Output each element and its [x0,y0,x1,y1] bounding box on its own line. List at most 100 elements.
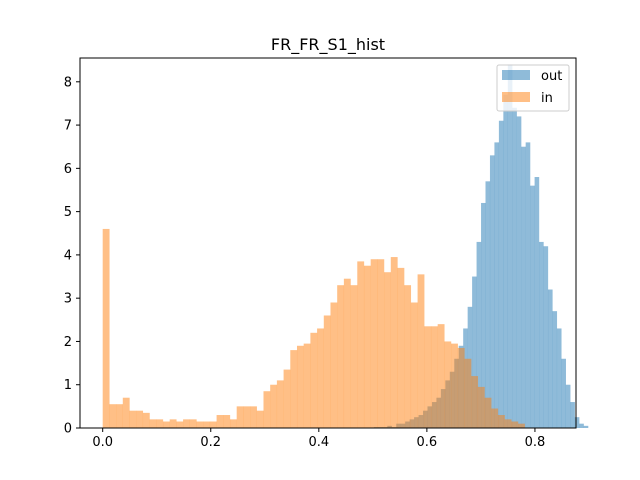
histogram-bar-in-42 [384,272,391,428]
chart-title: FR_FR_S1_hist [271,35,385,55]
histogram-bar-in-38 [357,261,365,428]
histogram-bar-out-46 [579,423,584,428]
histogram-bar-in-35 [337,285,345,428]
histogram-bar-in-43 [390,257,398,428]
histogram-bar-in-60 [504,419,512,428]
histogram-bar-out-40 [552,311,558,428]
histogram-bar-in-51 [444,341,452,428]
x-tick-label: 0.8 [525,435,546,450]
histogram-bar-in-52 [451,343,458,428]
y-tick-label: 1 [64,378,72,393]
histogram-bar-in-34 [330,302,338,428]
histogram-bar-in-11 [176,421,184,428]
y-tick-label: 6 [64,162,72,177]
x-tick-label: 0.0 [92,435,113,450]
histogram-bar-in-50 [437,324,445,428]
histogram-bar-out-42 [561,358,566,428]
histogram-bar-in-53 [457,347,465,428]
x-axis: 0.0 0.2 0.4 0.6 0.8 [92,428,545,450]
bars-layer [102,64,589,429]
legend-swatch-in [502,92,530,102]
histogram-bar-in-19 [229,419,237,428]
histogram-bar-out-29 [503,94,508,428]
histogram-bar-in-29 [296,345,304,428]
histogram-bar-out-43 [565,384,571,428]
histogram-bar-in-17 [216,415,224,428]
histogram-bar-in-54 [464,358,472,428]
y-tick-label: 3 [64,292,72,307]
x-tick-label: 0.6 [417,435,438,450]
histogram-bar-in-16 [209,421,217,428]
histogram-bar-in-30 [303,343,311,428]
histogram-bar-in-61 [511,421,519,428]
y-tick-label: 5 [64,205,72,220]
histogram-bar-in-45 [404,285,412,428]
y-tick-label: 2 [64,335,72,350]
x-tick-label: 0.4 [308,435,329,450]
histogram-bar-in-62 [518,423,525,428]
y-tick-label: 7 [64,119,72,134]
histogram-bar-out-47 [583,425,589,428]
histogram-bar-in-49 [430,326,438,428]
histogram-bar-in-47 [417,274,425,428]
histogram-bar-in-46 [410,302,418,428]
histogram-bar-out-39 [547,289,553,428]
legend: out in [496,64,570,112]
histogram-bar-in-37 [350,285,358,428]
histogram-bar-in-12 [183,419,190,428]
histogram-bar-in-15 [203,421,211,428]
histogram-bar-in-48 [424,326,432,428]
histogram-bar-in-33 [323,315,331,428]
histogram-bar-out-38 [543,246,549,428]
legend-swatch-out [502,70,530,80]
histogram-bar-out-35 [530,185,535,428]
histogram-bar-in-4 [129,410,137,428]
histogram-bar-in-31 [310,332,318,428]
histogram-bar-out-33 [521,146,526,428]
histogram-bar-in-5 [136,410,144,428]
histogram-bar-in-18 [223,415,231,428]
histogram-bar-in-6 [142,412,150,428]
histogram-bar-in-21 [243,406,251,428]
x-tick-label: 0.2 [200,435,221,450]
histogram-bar-in-59 [497,415,505,428]
histogram-bar-in-25 [270,384,278,428]
histogram-bar-in-14 [196,421,204,428]
histogram-bar-in-10 [169,419,177,428]
histogram-bar-in-8 [156,419,164,428]
y-tick-label: 8 [64,75,72,90]
histogram-bar-in-58 [491,408,499,428]
histogram-bar-in-22 [250,406,257,428]
histogram-bar-in-32 [317,328,324,428]
legend-label-in: in [541,91,553,106]
histogram-bar-out-44 [570,402,575,428]
legend-label-out: out [541,69,562,84]
histogram-bar-out-32 [516,116,522,429]
histogram-bar-in-23 [256,410,264,428]
histogram-bar-out-22 [472,276,477,428]
histogram-bar-out-45 [574,417,580,428]
histogram-bar-in-27 [283,369,291,428]
histogram-bar-in-7 [149,419,157,428]
histogram-bar-out-41 [556,328,562,428]
histogram-bar-out-24 [481,202,486,428]
histogram-bar-in-24 [263,391,271,428]
histogram-bar-in-9 [162,421,170,428]
histogram-bar-in-2 [116,404,123,428]
histogram-bar-in-1 [109,404,117,428]
histogram-bar-out-37 [539,241,544,428]
histogram-bar-out-36 [534,177,540,428]
histogram-bar-in-44 [397,267,405,428]
histogram-bar-in-13 [189,419,197,428]
histogram-bar-in-55 [471,376,479,428]
histogram-bar-out-30 [507,64,513,429]
histogram-bar-out-25 [485,181,491,428]
histogram-bar-in-39 [363,265,371,428]
histogram-bar-in-57 [484,397,492,428]
histogram-bar-in-3 [122,397,130,428]
y-axis: 0 1 2 3 4 5 6 7 8 [64,75,80,437]
histogram-bar-in-36 [343,278,351,428]
histogram-bar-out-23 [476,241,482,428]
histogram-bar-in-28 [290,350,298,428]
